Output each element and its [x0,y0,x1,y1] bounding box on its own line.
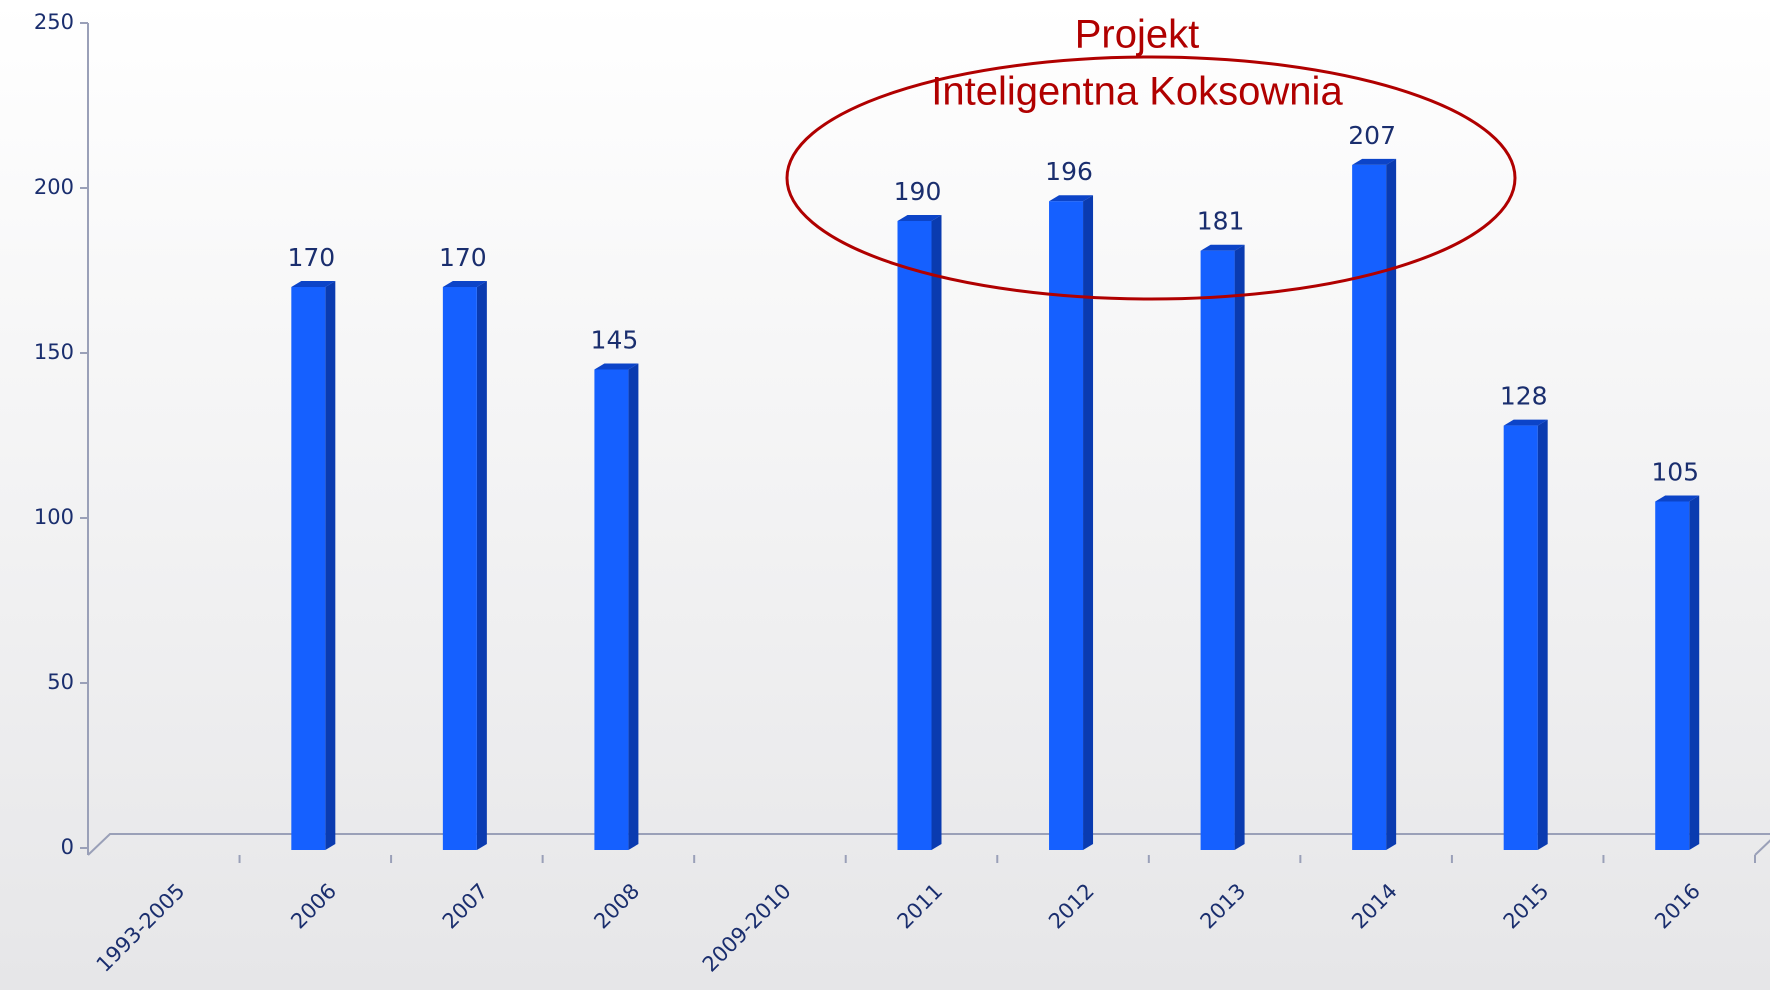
bar-side [1386,158,1397,850]
bar-side [476,281,487,850]
bar [442,287,477,850]
x-tick-label: 1993-2005 [92,879,190,977]
value-label: 170 [287,243,335,272]
bar-top [594,363,639,370]
x-tick-label: 2007 [438,879,493,934]
x-tick-label: 2011 [893,879,948,934]
x-tick-label: 2006 [286,879,341,934]
bar-side [1689,495,1700,850]
x-tick-label: 2012 [1044,879,1099,934]
y-tick-label: 0 [61,835,74,859]
x-tick-label: 2014 [1347,879,1402,934]
bar-side [1083,195,1094,850]
bar [1352,164,1387,850]
annotation: Inteligentna Koksownia [931,70,1343,114]
floor [87,833,1770,856]
bar [1049,201,1084,850]
bar [291,287,326,850]
x-tick-label: 2008 [589,879,644,934]
y-tick-label: 50 [47,670,74,694]
value-label: 181 [1197,207,1245,236]
bar [897,221,932,850]
x-tick-label: 2009-2010 [698,879,796,977]
bar [1200,250,1235,850]
bar-top [1655,495,1700,502]
bar-top [291,281,336,287]
bar-side [1537,419,1548,850]
bar-top [442,281,487,287]
bar [1503,425,1538,850]
bar-top [1049,195,1094,202]
y-tick-label: 250 [34,10,74,34]
bar-top [1352,158,1397,165]
highlight-ellipse [785,55,1517,301]
bar [1655,501,1690,850]
value-label: 190 [894,177,942,206]
y-tick-label: 150 [34,340,74,364]
bar-side [325,281,336,850]
value-label: 170 [439,243,487,272]
value-label: 196 [1045,157,1093,186]
y-tick-label: 200 [34,175,74,199]
bar-top [1200,244,1245,251]
bar-side [931,215,942,850]
annotation: Projekt [1075,13,1200,57]
y-tick-label: 100 [34,505,74,529]
x-tick-label: 2013 [1196,879,1251,934]
bar [594,369,629,850]
value-label: 207 [1348,121,1396,150]
x-tick-label: 2016 [1650,879,1705,934]
bar-top [897,215,942,221]
bar-top [1503,419,1548,426]
value-label: 145 [591,326,639,355]
value-label: 128 [1500,382,1548,411]
value-label: 105 [1651,458,1699,487]
bar-side [1234,244,1245,850]
plot: 0 50 100 150 200 250 1993-2005 2006 170 2007 170 20… [34,10,1770,977]
bar-side [628,363,639,850]
x-tick-label: 2015 [1499,879,1554,934]
